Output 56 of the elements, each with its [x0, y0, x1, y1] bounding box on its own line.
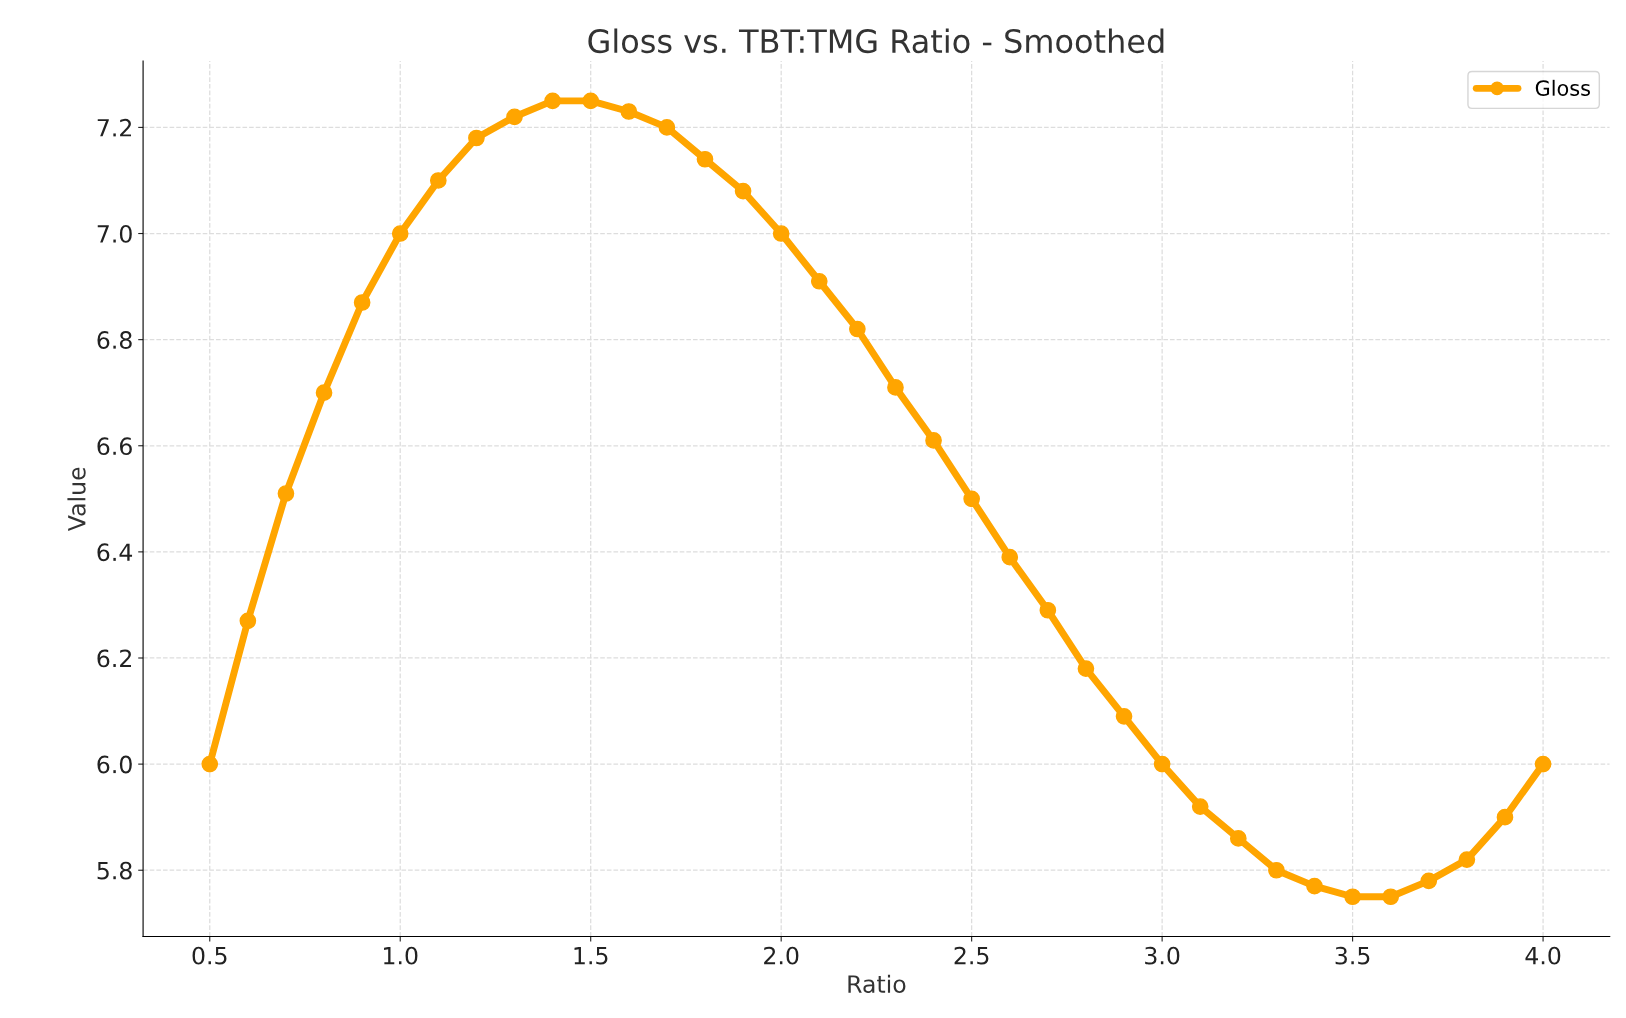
- x-tick-label: 3.5: [1335, 946, 1370, 965]
- point: [1153, 755, 1171, 773]
- point: [1382, 888, 1400, 906]
- y-tick-label: 6.8: [97, 331, 132, 349]
- y-tick-label: 6.2: [97, 649, 131, 668]
- point: [239, 612, 257, 630]
- point: [772, 225, 790, 242]
- x-tick-label: 0.5: [192, 946, 227, 965]
- point: [1001, 548, 1019, 566]
- y-tick-label: 7.0: [97, 224, 132, 243]
- point: [1534, 755, 1552, 773]
- x-tick-label: 1.5: [574, 947, 608, 965]
- point: [1458, 851, 1476, 868]
- x-tick-label: 3.0: [1145, 946, 1180, 965]
- y-tick-label: 6.0: [97, 755, 132, 774]
- point: [1039, 601, 1057, 619]
- point: [391, 225, 409, 242]
- point: [963, 490, 980, 508]
- chart-title: Gloss vs. TBT:TMG Ratio - Smoothed: [588, 28, 1164, 54]
- x-tick-label: 2.0: [764, 946, 799, 965]
- point: [849, 320, 866, 338]
- y-tick-label: 6.6: [97, 437, 132, 456]
- point: [1229, 830, 1247, 847]
- point: [1077, 660, 1095, 677]
- point: [582, 92, 600, 110]
- point: [1191, 798, 1209, 815]
- point: [468, 129, 485, 147]
- y-tick-label: 7.2: [97, 118, 131, 137]
- point: [429, 172, 447, 189]
- point: [353, 294, 371, 311]
- x-axis-title: Ratio: [848, 974, 906, 993]
- point: [658, 119, 676, 136]
- point: [620, 103, 638, 120]
- point: [201, 755, 219, 773]
- x-tick-label: 2.5: [954, 946, 989, 965]
- y-tick-label: 6.4: [97, 543, 133, 562]
- legend-label: Gloss: [1535, 79, 1590, 96]
- point: [1268, 861, 1285, 879]
- point: [1496, 808, 1514, 826]
- point: [810, 272, 828, 290]
- point: [277, 485, 295, 502]
- y-axis-title: Value: [67, 467, 86, 532]
- point: [544, 92, 561, 110]
- point: [925, 432, 942, 449]
- x-tick-label: 4.0: [1525, 946, 1561, 965]
- point: [1306, 877, 1323, 895]
- point: [887, 379, 904, 396]
- point: [734, 182, 752, 200]
- y-tick-label: 5.8: [97, 861, 132, 880]
- point: [1420, 872, 1438, 890]
- point: [315, 384, 333, 402]
- point: [1115, 708, 1133, 725]
- x-tick-label: 1.0: [384, 946, 418, 965]
- point: [506, 108, 523, 126]
- point: [1344, 888, 1361, 906]
- point: [696, 150, 714, 168]
